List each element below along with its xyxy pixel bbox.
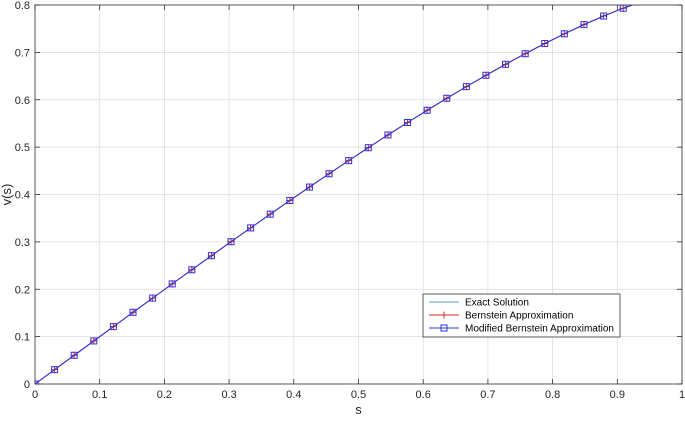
legend: Exact Solution Bernstein Approximation M… [423,294,620,337]
y-tick-label: 0.1 [15,332,30,344]
x-axis-label: s [355,402,362,417]
plus-marker [639,0,646,5]
y-tick-label: 0.3 [15,237,30,249]
x-tick-label: 1 [679,389,685,401]
x-tick-label: 0 [32,389,38,401]
y-tick-label: 0.6 [15,95,30,107]
legend-label-exact: Exact Solution [465,298,529,309]
x-tick-label: 0.9 [610,389,625,401]
x-tick-label: 0.3 [221,389,236,401]
y-tick-label: 0.2 [15,284,30,296]
x-tick-label: 0.8 [545,389,560,401]
x-tick-label: 0.5 [351,389,366,401]
legend-label-modified: Modified Bernstein Approximation [465,324,614,335]
x-tick-label: 0.1 [92,389,107,401]
y-tick-label: 0.4 [15,190,30,202]
x-tick-label: 0.7 [480,389,495,401]
x-tick-label: 0.6 [416,389,431,401]
y-tick-label: 0.5 [15,142,30,154]
y-tick-label: 0.8 [15,0,30,12]
x-tick-label: 0.4 [286,389,301,401]
y-tick-label: 0.7 [15,47,30,59]
legend-label-bernstein: Bernstein Approximation [465,311,573,322]
x-tick-label: 0.2 [157,389,172,401]
y-axis-label: v(s) [0,184,14,206]
y-tick-label: 0 [24,379,30,391]
square-marker [640,0,646,4]
